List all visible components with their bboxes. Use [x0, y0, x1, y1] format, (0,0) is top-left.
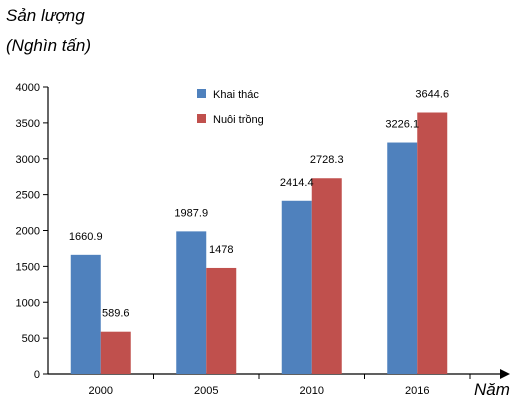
data-label: 3644.6 [415, 88, 449, 100]
legend-swatch [197, 89, 206, 98]
x-tick-label: 2016 [405, 385, 429, 397]
data-label: 1478 [209, 244, 233, 256]
y-tick-label: 2500 [16, 190, 40, 202]
bar-nuoi-trong [206, 267, 237, 374]
data-label: 3226.1 [385, 119, 419, 131]
bars [70, 112, 448, 375]
y-tick-label: 4000 [16, 82, 40, 94]
y-tick-label: 500 [22, 333, 40, 345]
data-label: 1987.9 [174, 207, 208, 219]
bar-khai-thac [281, 200, 312, 374]
legend-swatch [197, 114, 206, 123]
data-labels: 1660.9 589.6 1987.9 1478 2414.4 2728.3 3226.1 3… [69, 88, 449, 319]
legend-label: Nuôi trồng [213, 114, 264, 126]
bar-nuoi-trong [417, 112, 448, 375]
data-label: 589.6 [102, 308, 130, 320]
bar-khai-thac [176, 231, 207, 374]
x-axis-arrow [500, 369, 510, 379]
bar-khai-thac [387, 142, 418, 374]
y-axis-title-line1: Sản lượng [6, 6, 85, 25]
x-tick-label: 2010 [300, 385, 324, 397]
x-axis-title: Năm [474, 380, 510, 399]
x-tick-label: 2000 [89, 385, 113, 397]
y-tick-label: 1500 [16, 261, 40, 273]
data-label: 2728.3 [310, 154, 344, 166]
x-tick-label: 2005 [194, 385, 218, 397]
legend: Khai thác Nuôi trồng [197, 89, 264, 126]
data-label: 1660.9 [69, 231, 103, 243]
y-axis-title-line2: (Nghìn tấn) [6, 36, 92, 55]
y-tick-label: 3000 [16, 154, 40, 166]
bar-nuoi-trong [311, 178, 342, 374]
y-tick-label: 2000 [16, 226, 40, 238]
bar-nuoi-trong [100, 331, 131, 374]
y-tick-label: 0 [34, 369, 40, 381]
data-label: 2414.4 [280, 177, 314, 189]
legend-label: Khai thác [213, 89, 259, 101]
y-tick-label: 1000 [16, 297, 40, 309]
bar-khai-thac [70, 254, 101, 374]
axes: 0 500 1000 1500 2000 2500 3000 3500 4000 2000 2005… [16, 82, 510, 397]
y-tick-label: 3500 [16, 118, 40, 130]
